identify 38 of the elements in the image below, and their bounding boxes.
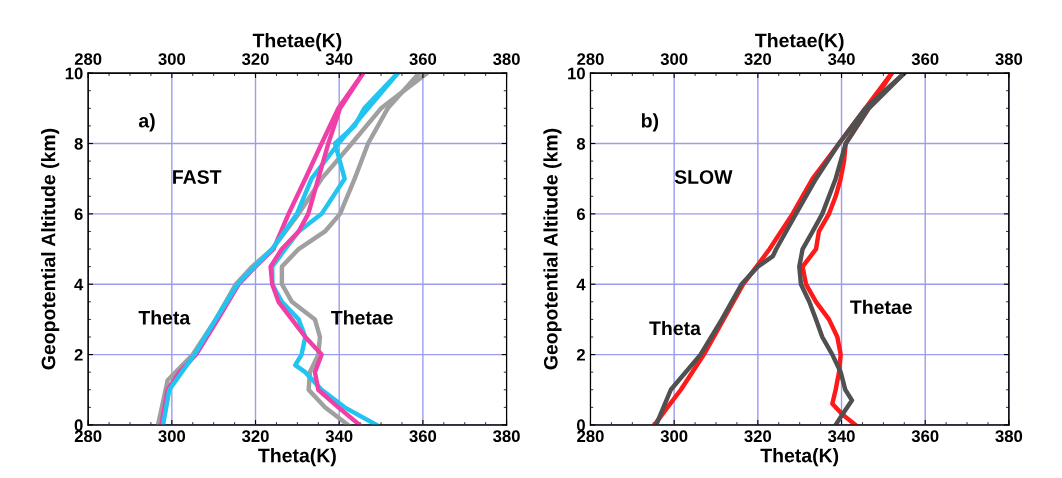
x-tick-label: 360 bbox=[409, 430, 437, 443]
y-axis-title: Geopotential Altitude (km) bbox=[543, 128, 562, 370]
x-axis-title: Theta(K) bbox=[258, 448, 336, 467]
annotation: Theta bbox=[649, 320, 702, 336]
x-tick-label: 280 bbox=[577, 53, 604, 65]
x2-axis-title: Thetae(K) bbox=[755, 33, 844, 52]
y-axis-title: Geopotential Altitude (km) bbox=[41, 128, 60, 370]
annotation: Thetae bbox=[850, 299, 912, 315]
y-tick-label: 6 bbox=[74, 208, 83, 221]
y-tick-label: 10 bbox=[568, 67, 585, 80]
y-tick-label: 8 bbox=[74, 137, 83, 150]
x-tick-label: 320 bbox=[744, 53, 772, 65]
y-tick-label: 6 bbox=[576, 208, 586, 221]
x-tick-label: 380 bbox=[493, 430, 520, 443]
x-tick-label: 300 bbox=[660, 53, 688, 65]
annotation: FAST bbox=[173, 170, 222, 184]
x-tick-label: 300 bbox=[158, 430, 186, 443]
x-axis-title: Theta(K) bbox=[760, 448, 839, 467]
annotation: a) bbox=[138, 113, 155, 132]
y-tick-label: 0 bbox=[74, 419, 83, 432]
annotation: Theta bbox=[138, 310, 191, 325]
annotation: b) bbox=[641, 113, 659, 132]
x-tick-label: 340 bbox=[828, 53, 855, 65]
annotation: SLOW bbox=[674, 170, 733, 184]
x-tick-label: 280 bbox=[74, 430, 102, 443]
y-tick-label: 10 bbox=[65, 67, 83, 80]
y-tick-label: 2 bbox=[576, 348, 585, 361]
y-tick-label: 4 bbox=[576, 278, 586, 291]
x-tick-label: 340 bbox=[325, 430, 353, 443]
y-tick-label: 4 bbox=[74, 278, 84, 291]
y-tick-label: 8 bbox=[576, 137, 586, 150]
y-tick-label: 0 bbox=[577, 419, 585, 432]
x2-axis-title: Thetae(K) bbox=[252, 33, 342, 52]
x-tick-label: 380 bbox=[995, 53, 1023, 65]
y-tick-label: 2 bbox=[74, 348, 83, 361]
x-tick-label: 360 bbox=[911, 53, 939, 65]
annotation: Thetae bbox=[331, 310, 393, 325]
x-tick-label: 320 bbox=[242, 430, 269, 443]
